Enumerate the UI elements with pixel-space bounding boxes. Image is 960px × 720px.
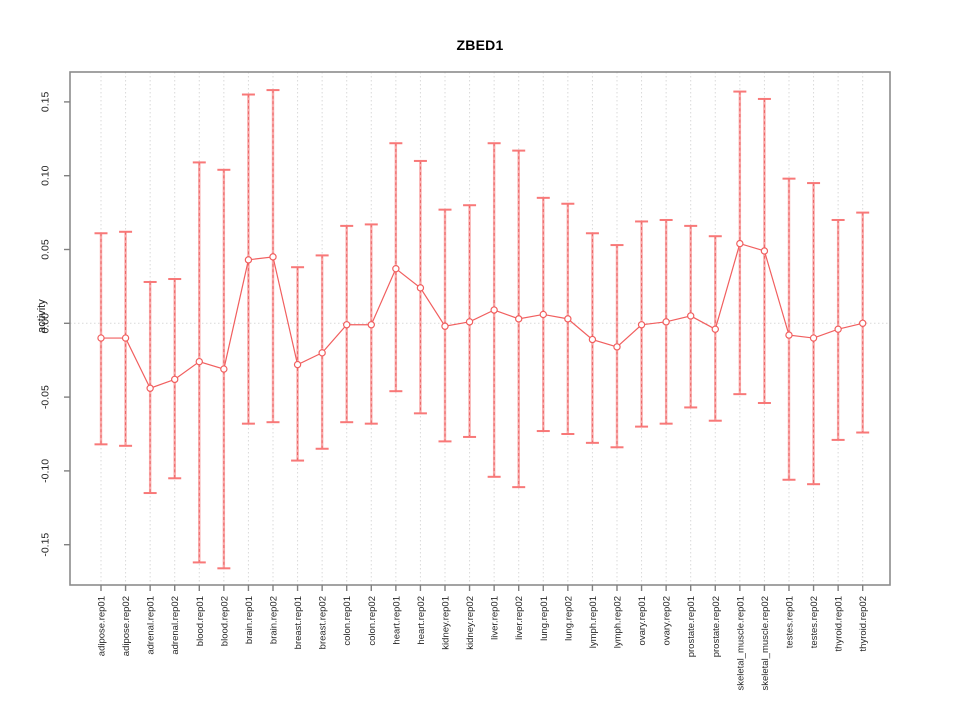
x-category-label: heart.rep01 [391, 596, 402, 645]
x-category-label: testes.rep01 [784, 596, 795, 648]
x-category-label: ovary.rep02 [662, 596, 673, 645]
x-category-label: liver.rep01 [490, 596, 501, 640]
data-point-marker [637, 321, 646, 329]
data-point-marker [564, 315, 572, 323]
data-point-marker [318, 349, 326, 357]
x-category-label: brain.rep02 [268, 596, 279, 644]
x-category-label: lung.rep01 [539, 596, 550, 641]
data-point-marker [293, 360, 302, 369]
x-category-label: ovary.rep01 [637, 596, 648, 645]
x-category-label: heart.rep02 [416, 596, 427, 645]
data-point-marker [97, 334, 105, 342]
y-tick-label: 0.15 [40, 92, 52, 113]
data-point-marker [515, 315, 523, 323]
data-point-marker [490, 306, 498, 314]
x-category-label: thyroid.rep01 [834, 596, 845, 651]
x-category-label: breast.rep02 [318, 596, 329, 649]
data-point-marker [244, 256, 253, 264]
y-tick-label: 0.00 [40, 313, 52, 334]
x-category-label: colon.rep01 [342, 596, 353, 646]
data-point-marker [441, 322, 449, 330]
chart-title: ZBED1 [456, 37, 504, 53]
data-point-marker [809, 334, 818, 342]
x-category-label: adipose.rep01 [97, 596, 108, 656]
x-category-label: colon.rep02 [367, 596, 378, 646]
data-point-marker [760, 247, 769, 255]
data-point-marker [171, 375, 179, 384]
data-point-marker [367, 321, 375, 329]
data-point-marker [613, 343, 621, 351]
data-point-marker [588, 335, 597, 344]
x-category-label: blood.rep01 [195, 596, 206, 646]
x-category-label: kidney.rep01 [440, 596, 451, 650]
data-point-marker [121, 334, 130, 342]
data-point-marker [416, 284, 425, 292]
x-category-label: adrenal.rep02 [170, 596, 181, 655]
x-category-label: liver.rep02 [514, 596, 525, 640]
data-point-marker [711, 325, 719, 333]
data-point-marker [343, 321, 351, 329]
x-category-label: blood.rep02 [219, 596, 230, 646]
x-category-label: skeletal_muscle.rep01 [735, 596, 746, 691]
y-tick-label: 0.10 [40, 165, 52, 186]
data-point-marker [465, 318, 474, 326]
data-point-marker [662, 318, 670, 326]
x-category-label: lymph.rep02 [612, 596, 623, 648]
x-category-label: testes.rep02 [809, 596, 820, 648]
x-category-label: kidney.rep02 [465, 596, 476, 650]
x-category-label: thyroid.rep02 [858, 596, 869, 651]
plot-border [69, 71, 891, 586]
x-category-label: brain.rep01 [244, 596, 255, 644]
x-category-label: prostate.rep01 [686, 596, 697, 657]
data-point-marker [785, 331, 793, 339]
y-tick-label: -0.15 [40, 533, 52, 557]
data-point-marker [687, 312, 695, 320]
x-category-label: skeletal_muscle.rep02 [760, 596, 771, 691]
y-tick-label: 0.05 [40, 239, 52, 260]
x-category-label: lymph.rep01 [588, 596, 599, 648]
x-category-label: adrenal.rep01 [146, 596, 157, 655]
data-point-marker [220, 365, 228, 373]
data-point-marker [392, 264, 400, 273]
x-category-label: breast.rep01 [293, 596, 304, 649]
data-point-marker [269, 253, 277, 261]
data-point-marker [539, 310, 547, 319]
y-tick-label: -0.10 [40, 459, 52, 483]
series-line [101, 242, 863, 389]
data-point-marker [736, 239, 744, 248]
data-point-marker [834, 325, 842, 333]
x-category-label: prostate.rep02 [711, 596, 722, 657]
data-point-marker [859, 319, 867, 327]
y-tick-label: -0.05 [40, 385, 52, 409]
x-category-label: adipose.rep02 [121, 596, 132, 656]
data-point-marker [195, 357, 203, 366]
data-point-marker [146, 384, 154, 392]
x-category-label: lung.rep02 [563, 596, 574, 641]
